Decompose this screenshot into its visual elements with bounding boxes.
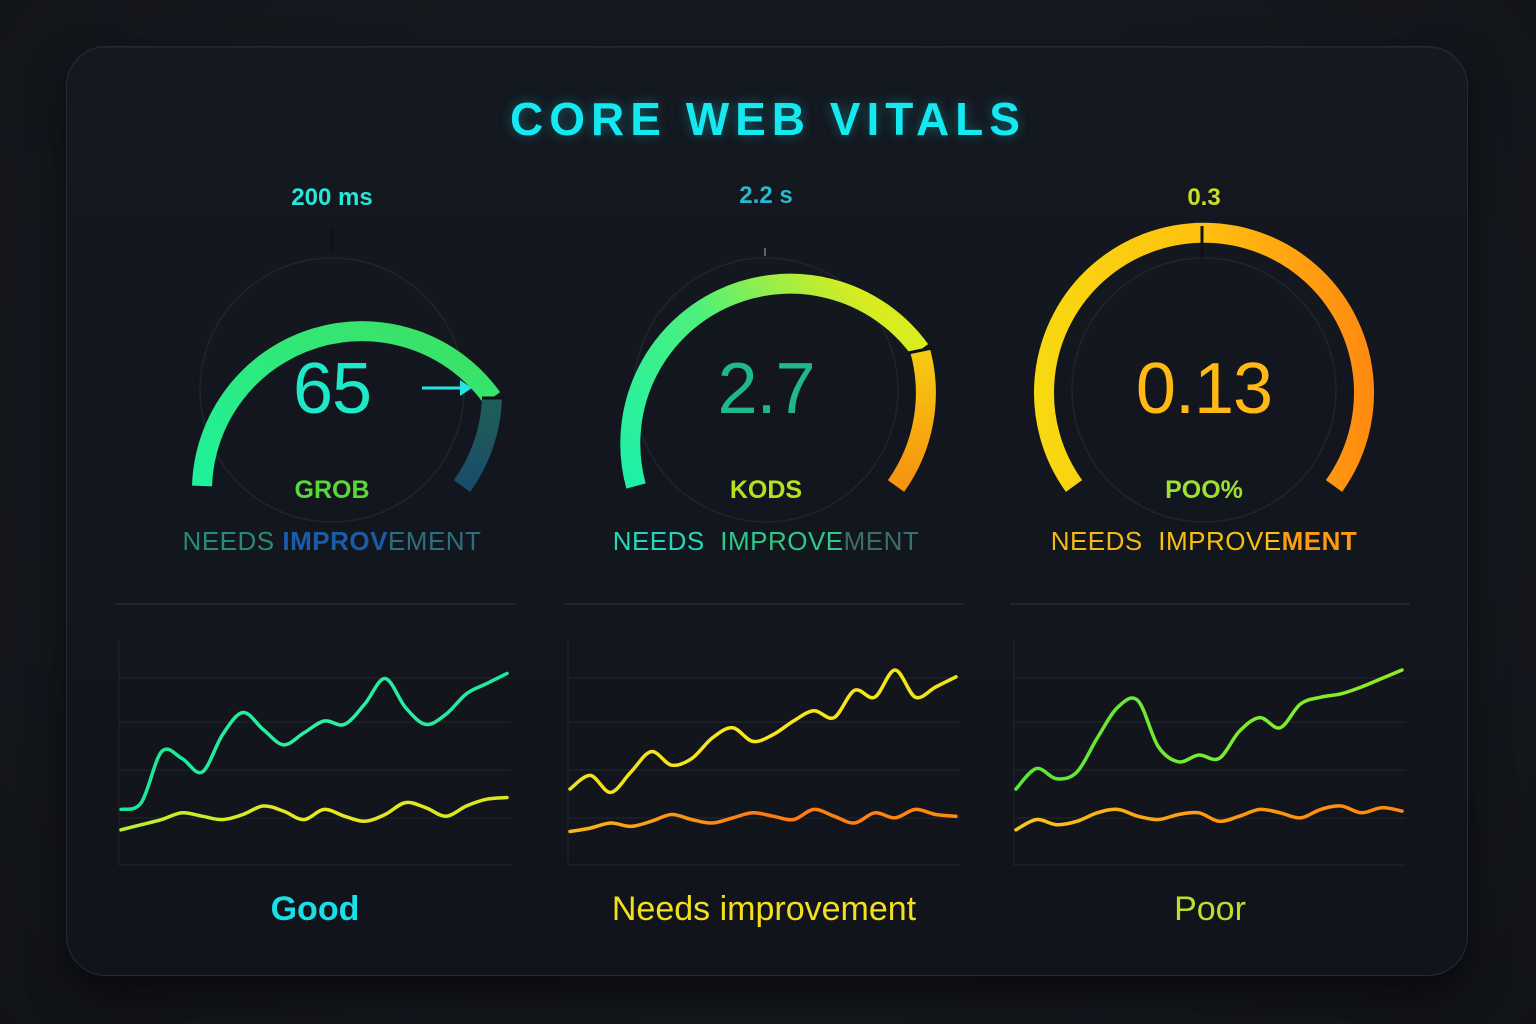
line-chart <box>564 603 964 866</box>
chart-label: Good <box>270 890 360 928</box>
threshold-label: 2.2 s <box>739 182 793 209</box>
threshold-label: 0.3 <box>1187 184 1221 211</box>
metric-value: 2.7 <box>717 349 815 429</box>
status-text: NEEDS IMPROVEMENT <box>1050 526 1358 556</box>
metric-value: 65 <box>292 349 372 429</box>
arrow-right-icon <box>422 380 472 396</box>
gauge-arc <box>192 226 504 523</box>
series-line-lower <box>568 807 958 834</box>
series-line-upper <box>568 668 958 795</box>
trend-chart-poor: Poor <box>1010 600 1410 940</box>
line-chart <box>1010 603 1410 866</box>
gauge-arc <box>1034 222 1374 523</box>
trend-chart-good: Good <box>115 600 515 940</box>
status-text: NEEDS IMPROVEMENT <box>182 526 482 556</box>
series-line-upper <box>1014 668 1404 791</box>
chart-label: Poor <box>1174 890 1246 928</box>
page-title: CORE WEB VITALS <box>510 93 1026 145</box>
gauge-lcp: 2.2 s 2.7 KODS NEEDS IMPROVEMENT <box>576 180 956 570</box>
line-chart <box>115 603 515 866</box>
status-text: NEEDS IMPROVEMENT <box>612 526 920 556</box>
dashboard-card <box>66 46 1468 976</box>
metric-value: 0.13 <box>1135 349 1273 429</box>
rating-label: KODS <box>729 476 803 504</box>
gauge-arc <box>620 248 936 523</box>
trend-chart-needs-improvement: Needs improvement <box>564 600 964 940</box>
chart-label: Needs improvement <box>611 890 917 928</box>
series-line-lower <box>1014 804 1404 832</box>
series-line-upper <box>119 671 509 812</box>
gauge-cls: 0.3 0.13 POO% NEEDS IMPROVEMENT <box>1014 180 1394 570</box>
rating-label: GROB <box>294 476 370 504</box>
gauge-inp: 200 ms 65 GROB NEEDS IMPROVEMENT <box>142 180 522 570</box>
series-line-lower <box>119 795 509 832</box>
rating-label: POO% <box>1165 476 1243 504</box>
threshold-label: 200 ms <box>291 184 373 211</box>
